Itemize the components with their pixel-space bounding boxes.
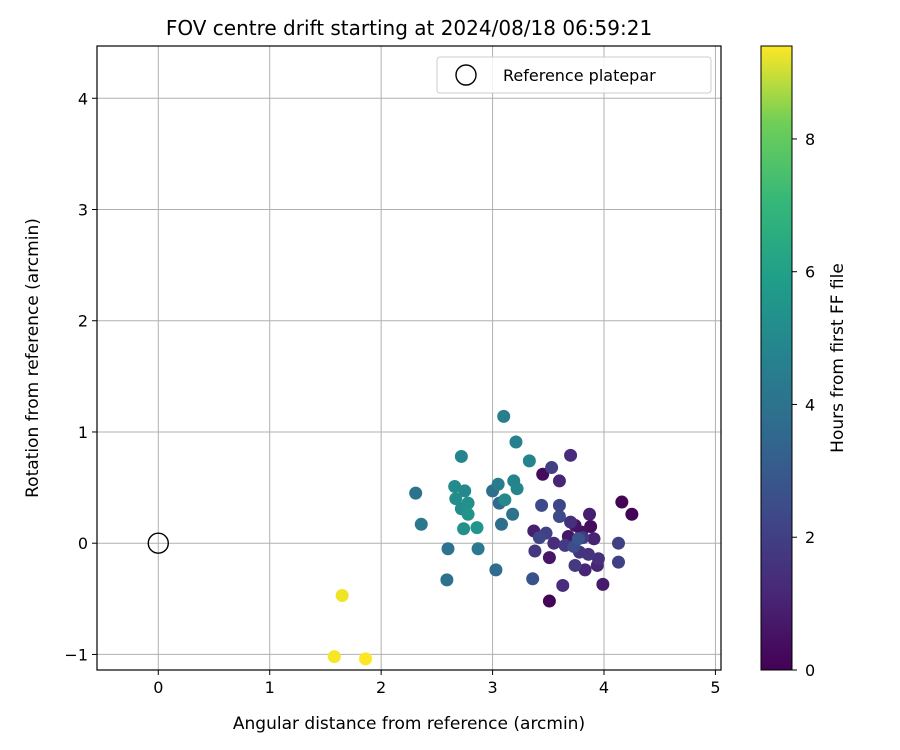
data-point [470,521,484,535]
data-points [147,409,639,666]
chart-title: FOV centre drift starting at 2024/08/18 … [166,16,652,40]
data-point [611,536,625,550]
data-point [494,517,508,531]
reference-marker [147,532,169,554]
data-point [611,555,625,569]
data-point [625,507,639,521]
data-point [458,484,472,498]
data-point [489,563,503,577]
data-point [542,594,556,608]
data-point [535,498,549,512]
x-tick-label: 3 [487,678,497,697]
data-point [532,531,546,545]
x-tick-label: 0 [153,678,163,697]
data-point [335,588,349,602]
data-point [448,479,462,493]
legend-box [436,56,712,94]
data-point [327,650,341,664]
plot-frame [96,45,722,671]
data-point [564,448,578,462]
data-point [552,498,566,512]
y-tick-label: 0 [78,534,88,553]
x-tick-label: 5 [710,678,720,697]
colorbar-tick-label: 4 [805,395,815,414]
y-tick-label: −1 [64,645,88,664]
data-point [581,547,595,561]
colorbar-title: Hours from first FF file [828,263,848,453]
y-tick-label: 3 [78,201,88,220]
data-point [522,454,536,468]
data-point [556,578,570,592]
data-point [615,495,629,509]
legend-marker-reference [455,64,477,86]
data-point [547,536,561,550]
data-point [578,563,592,577]
data-point [359,652,373,666]
data-point [414,517,428,531]
x-tick-label: 2 [376,678,386,697]
y-tick-label: 4 [78,89,88,108]
legend: Reference platepar [436,56,712,94]
data-point [571,532,585,546]
x-tick-label: 4 [599,678,609,697]
data-point [506,507,520,521]
data-point [461,507,475,521]
data-point [497,409,511,423]
data-point [491,477,505,491]
data-point [457,522,471,536]
colorbar-tick-label: 6 [805,263,815,282]
grid-lines [97,46,721,670]
data-point [564,515,578,529]
data-point [441,542,455,556]
x-axis-title: Angular distance from reference (arcmin) [233,714,585,734]
colorbar: 0 2 4 6 8 Hours from first FF file [760,45,848,680]
colorbar-gradient [760,45,793,671]
colorbar-ticks: 0 2 4 6 8 [792,130,815,680]
data-point [552,510,566,524]
data-point [449,492,463,506]
colorbar-tick-label: 8 [805,130,815,149]
data-point [526,572,540,586]
x-tick-label: 1 [265,678,275,697]
data-point [409,486,423,500]
colorbar-tick-label: 0 [805,661,815,680]
data-point [596,577,610,591]
data-point [461,496,475,510]
data-point [536,467,550,481]
y-tick-label: 2 [78,312,88,331]
data-point [510,482,524,496]
data-point [552,474,566,488]
data-point [591,552,605,566]
data-point [509,435,523,449]
plot-axes: 0 1 2 3 4 5 −1 0 1 2 3 4 [64,89,720,697]
data-point [587,532,601,546]
data-point [542,551,556,565]
data-point [528,544,542,558]
data-point [498,493,512,507]
colorbar-tick-label: 2 [805,528,815,547]
data-point [440,573,454,587]
data-point [568,558,582,572]
data-point [583,507,597,521]
data-point [545,461,559,475]
y-tick-label: 1 [78,423,88,442]
data-point [471,542,485,556]
y-axis-title: Rotation from reference (arcmin) [23,218,43,498]
legend-label-reference: Reference platepar [503,66,656,85]
data-point [454,449,468,463]
